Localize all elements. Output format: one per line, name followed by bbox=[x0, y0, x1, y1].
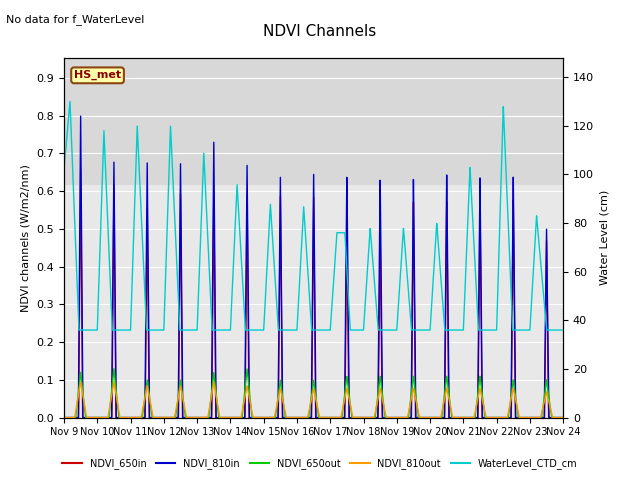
Text: NDVI Channels: NDVI Channels bbox=[264, 24, 376, 39]
Text: No data for f_WaterLevel: No data for f_WaterLevel bbox=[6, 14, 145, 25]
Bar bbox=[64, 59, 563, 185]
Text: HS_met: HS_met bbox=[74, 70, 121, 81]
Y-axis label: NDVI channels (W/m2/nm): NDVI channels (W/m2/nm) bbox=[21, 164, 31, 312]
Legend: NDVI_650in, NDVI_810in, NDVI_650out, NDVI_810out, WaterLevel_CTD_cm: NDVI_650in, NDVI_810in, NDVI_650out, NDV… bbox=[58, 454, 582, 473]
Y-axis label: Water Level (cm): Water Level (cm) bbox=[600, 190, 610, 285]
